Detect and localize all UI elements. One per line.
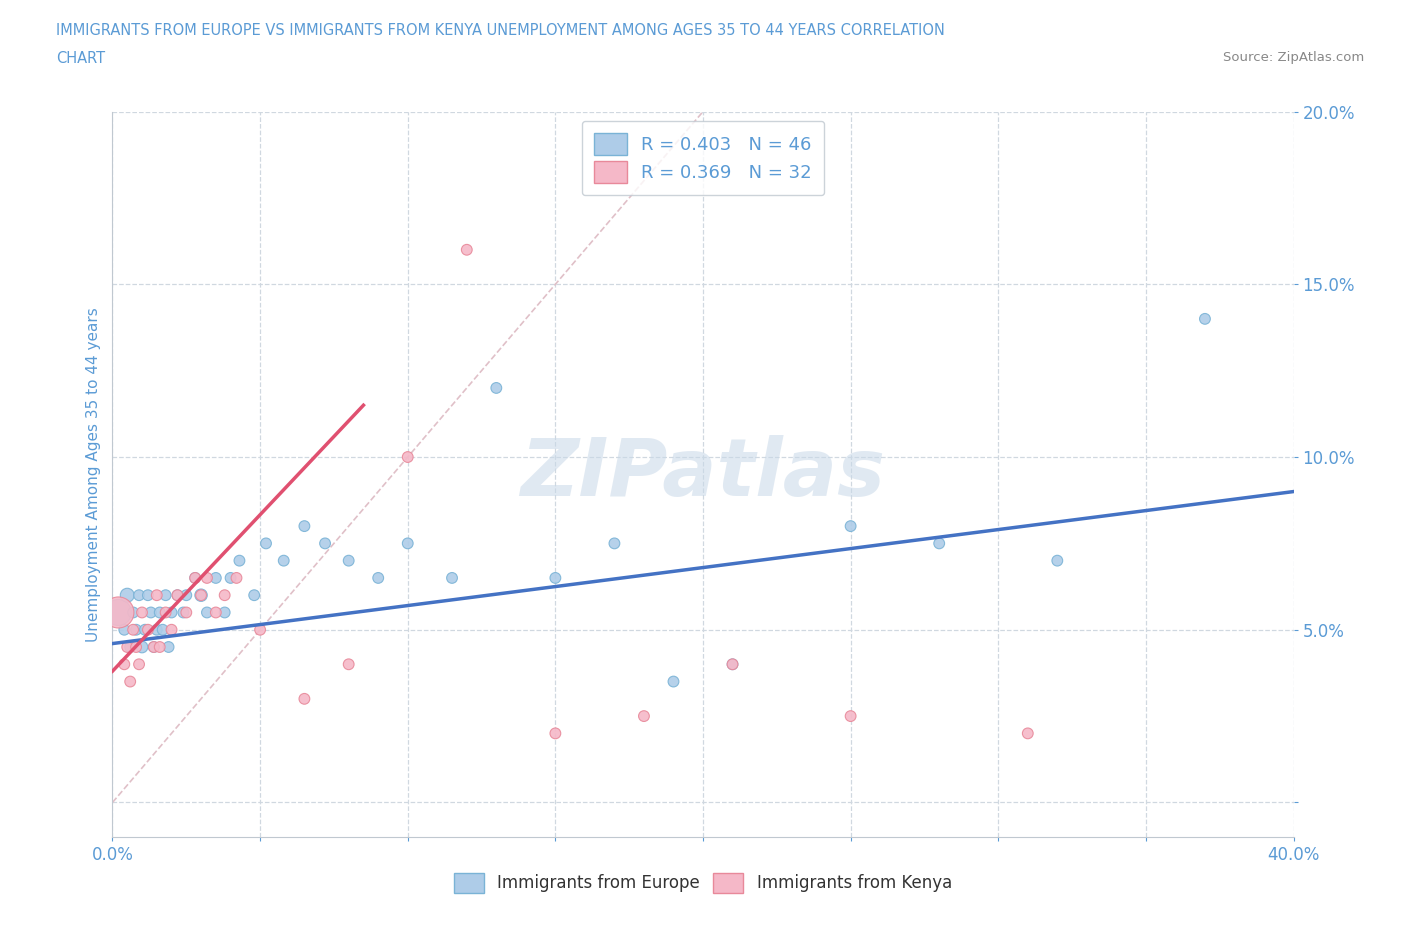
Point bbox=[120, 674, 142, 689]
Point bbox=[120, 640, 142, 655]
Point bbox=[190, 588, 212, 603]
Point bbox=[131, 605, 153, 620]
Point bbox=[139, 605, 162, 620]
Point bbox=[184, 570, 207, 585]
Point bbox=[544, 726, 567, 741]
Point bbox=[117, 588, 138, 603]
Point bbox=[122, 622, 145, 637]
Point bbox=[662, 674, 685, 689]
Point bbox=[190, 588, 212, 603]
Point bbox=[205, 605, 228, 620]
Text: Source: ZipAtlas.com: Source: ZipAtlas.com bbox=[1223, 51, 1364, 64]
Point bbox=[603, 536, 626, 551]
Point bbox=[149, 640, 172, 655]
Point bbox=[152, 622, 174, 637]
Point bbox=[367, 570, 389, 585]
Point bbox=[456, 243, 478, 258]
Point bbox=[166, 588, 188, 603]
Point bbox=[146, 622, 169, 637]
Point bbox=[396, 449, 419, 464]
Point bbox=[107, 605, 129, 620]
Point bbox=[195, 605, 218, 620]
Point bbox=[243, 588, 266, 603]
Point bbox=[396, 536, 419, 551]
Point bbox=[125, 640, 148, 655]
Point bbox=[128, 657, 150, 671]
Point bbox=[142, 640, 165, 655]
Point bbox=[721, 657, 744, 671]
Point bbox=[721, 657, 744, 671]
Point bbox=[174, 605, 197, 620]
Point bbox=[337, 657, 360, 671]
Point bbox=[273, 553, 295, 568]
Point bbox=[205, 570, 228, 585]
Point bbox=[1017, 726, 1039, 741]
Point bbox=[441, 570, 464, 585]
Point bbox=[254, 536, 277, 551]
Point bbox=[125, 622, 148, 637]
Legend: Immigrants from Europe, Immigrants from Kenya: Immigrants from Europe, Immigrants from … bbox=[446, 864, 960, 901]
Point bbox=[117, 640, 138, 655]
Point bbox=[544, 570, 567, 585]
Text: CHART: CHART bbox=[56, 51, 105, 66]
Point bbox=[160, 622, 183, 637]
Text: IMMIGRANTS FROM EUROPE VS IMMIGRANTS FROM KENYA UNEMPLOYMENT AMONG AGES 35 TO 44: IMMIGRANTS FROM EUROPE VS IMMIGRANTS FRO… bbox=[56, 23, 945, 38]
Text: ZIPatlas: ZIPatlas bbox=[520, 435, 886, 513]
Point bbox=[166, 588, 188, 603]
Point bbox=[155, 605, 177, 620]
Point bbox=[155, 588, 177, 603]
Point bbox=[249, 622, 271, 637]
Point bbox=[195, 570, 218, 585]
Point bbox=[485, 380, 508, 395]
Point bbox=[172, 605, 194, 620]
Point bbox=[122, 605, 145, 620]
Point bbox=[136, 622, 159, 637]
Point bbox=[337, 553, 360, 568]
Point bbox=[314, 536, 336, 551]
Point bbox=[107, 605, 129, 620]
Point bbox=[1194, 312, 1216, 326]
Point bbox=[219, 570, 242, 585]
Point bbox=[149, 605, 172, 620]
Point bbox=[128, 588, 150, 603]
Point bbox=[131, 640, 153, 655]
Point bbox=[839, 519, 862, 534]
Point bbox=[1046, 553, 1069, 568]
Point bbox=[633, 709, 655, 724]
Point bbox=[174, 588, 197, 603]
Point bbox=[184, 570, 207, 585]
Y-axis label: Unemployment Among Ages 35 to 44 years: Unemployment Among Ages 35 to 44 years bbox=[86, 307, 101, 642]
Point bbox=[214, 605, 236, 620]
Point bbox=[157, 640, 180, 655]
Point bbox=[839, 709, 862, 724]
Point bbox=[112, 657, 135, 671]
Point bbox=[112, 622, 135, 637]
Point bbox=[928, 536, 950, 551]
Point bbox=[136, 588, 159, 603]
Point bbox=[134, 622, 156, 637]
Point bbox=[160, 605, 183, 620]
Point bbox=[228, 553, 250, 568]
Point bbox=[292, 519, 315, 534]
Point bbox=[225, 570, 247, 585]
Point bbox=[142, 640, 165, 655]
Point bbox=[146, 588, 169, 603]
Point bbox=[292, 691, 315, 706]
Point bbox=[214, 588, 236, 603]
